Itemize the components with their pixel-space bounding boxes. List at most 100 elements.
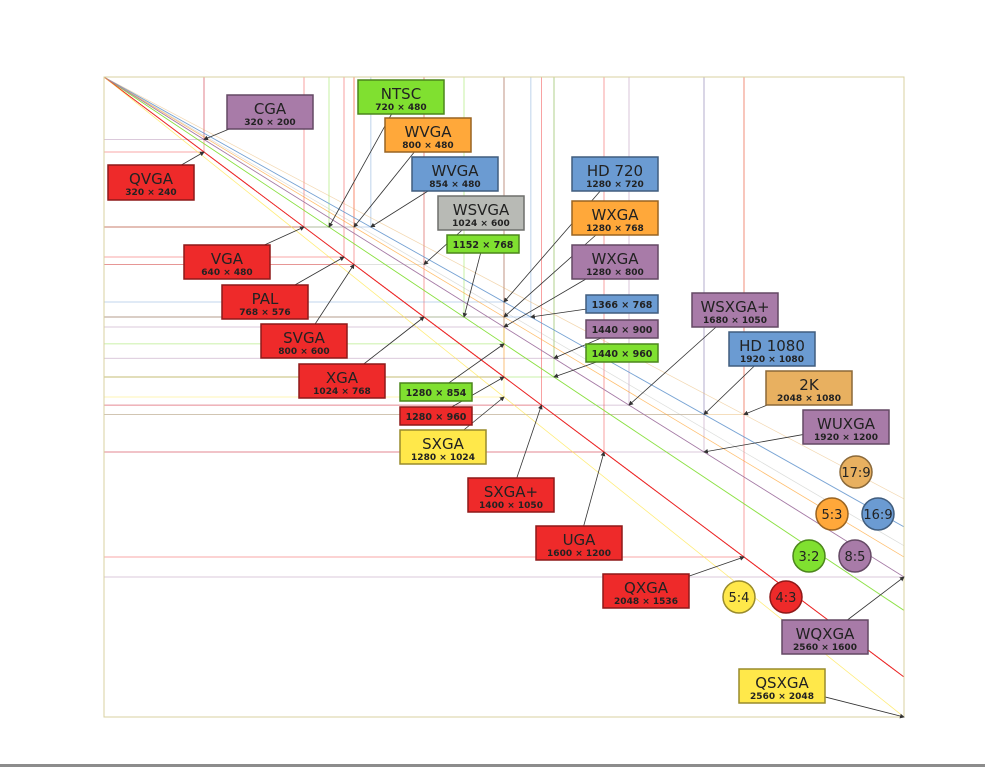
label-box xyxy=(585,343,659,363)
label-arrow xyxy=(516,404,543,479)
resolution-label: SXGA+1400 × 1050 xyxy=(467,477,555,513)
resolution-size: 800 × 480 xyxy=(402,141,453,151)
label-box xyxy=(728,331,816,367)
label-box xyxy=(221,284,309,320)
label-box xyxy=(571,244,659,280)
resolution-size: 1920 × 1200 xyxy=(814,433,878,443)
label-arrow xyxy=(294,256,345,286)
resolution-name: WSXGA+ xyxy=(700,298,769,316)
resolution-size: 1366 × 768 xyxy=(592,300,653,311)
aspect-circle xyxy=(792,539,826,573)
aspect-label: 5:4 xyxy=(729,591,750,606)
aspect-badge: 5:3 xyxy=(815,497,849,531)
resolution-size: 768 × 576 xyxy=(239,308,290,318)
resolution-name: WXGA xyxy=(592,206,640,224)
resolution-name: CGA xyxy=(254,100,287,118)
aspect-circle xyxy=(861,497,895,531)
aspect-label: 4:3 xyxy=(776,591,797,606)
aspect-label: 8:5 xyxy=(845,550,866,565)
label-arrow xyxy=(264,226,305,246)
label-arrow xyxy=(363,316,425,365)
aspect-circle xyxy=(838,539,872,573)
aspect-diagonal xyxy=(103,76,905,547)
label-box xyxy=(399,406,473,426)
label-arrow xyxy=(628,326,717,406)
label-arrow xyxy=(181,151,205,166)
resolution-label: 1440 × 900 xyxy=(585,319,659,339)
label-box xyxy=(602,573,690,609)
aspect-badge: 5:4 xyxy=(722,580,756,614)
label-arrow xyxy=(328,113,392,228)
resolution-name: XGA xyxy=(326,369,359,387)
resolution-name: HD 1080 xyxy=(739,337,805,355)
label-box xyxy=(226,94,314,130)
label-box xyxy=(260,323,348,359)
resolution-name: QSXGA xyxy=(755,674,809,692)
label-box xyxy=(357,79,445,115)
resolution-name: 2K xyxy=(799,376,820,394)
resolution-size: 1680 × 1050 xyxy=(703,316,767,326)
resolution-name: WVGA xyxy=(405,123,453,141)
resolution-name: WVGA xyxy=(432,162,480,180)
label-box xyxy=(535,525,623,561)
resolution-name: HD 720 xyxy=(587,162,643,180)
label-arrow xyxy=(314,263,355,325)
resolution-size: 1440 × 900 xyxy=(592,325,653,336)
resolution-size: 1600 × 1200 xyxy=(547,549,611,559)
label-box xyxy=(399,429,487,465)
resolution-size: 720 × 480 xyxy=(375,103,426,113)
aspect-circle xyxy=(722,580,756,614)
resolution-size: 1440 × 960 xyxy=(592,349,653,360)
resolution-name: SXGA xyxy=(422,435,464,453)
label-box xyxy=(107,164,195,201)
resolution-name: WQXGA xyxy=(796,625,856,643)
label-arrow xyxy=(847,576,905,621)
label-arrow xyxy=(703,434,804,454)
aspect-diagonal xyxy=(103,76,905,500)
aspect-circle xyxy=(839,455,873,489)
label-arrow xyxy=(503,278,587,328)
label-box xyxy=(691,292,779,328)
label-arrow xyxy=(451,376,505,408)
aspect-badge: 16:9 xyxy=(861,497,895,531)
label-arrow xyxy=(553,361,597,378)
resolution-name: SVGA xyxy=(283,329,325,347)
label-box xyxy=(571,156,659,192)
resolution-size: 1024 × 600 xyxy=(452,219,510,229)
label-box xyxy=(781,619,869,655)
resolution-label: WSXGA+1680 × 1050 xyxy=(691,292,779,328)
aspect-legend: 17:9 5:3 16:9 3:2 8:5 5:4 4:3 xyxy=(722,455,895,614)
label-arrow xyxy=(448,343,505,384)
resolution-size: 2560 × 1600 xyxy=(793,643,857,653)
resolution-size: 800 × 600 xyxy=(278,347,329,357)
resolution-label: 1440 × 960 xyxy=(585,343,659,363)
label-box xyxy=(384,117,472,153)
label-arrow xyxy=(462,252,482,318)
aspect-label: 3:2 xyxy=(799,550,820,565)
aspect-badge: 8:5 xyxy=(838,539,872,573)
label-box xyxy=(437,195,525,231)
aspect-label: 17:9 xyxy=(841,466,870,481)
aspect-label: 5:3 xyxy=(822,508,843,523)
resolution-size: 1024 × 768 xyxy=(313,387,371,397)
resolution-size: 1920 × 1080 xyxy=(740,355,804,365)
resolution-label: 1366 × 768 xyxy=(585,294,659,314)
label-box xyxy=(585,294,659,314)
label-box xyxy=(585,319,659,339)
aspect-badge: 3:2 xyxy=(792,539,826,573)
label-arrow xyxy=(203,128,230,141)
